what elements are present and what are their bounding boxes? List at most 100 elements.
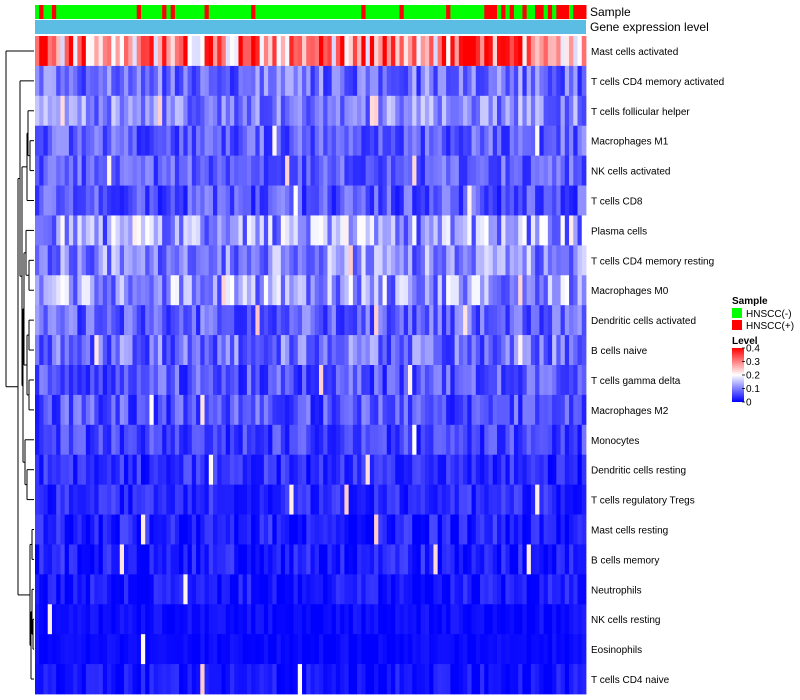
heatmap-cell: [280, 424, 286, 456]
heatmap-cell: [229, 65, 235, 97]
heatmap-cell: [344, 36, 350, 67]
heatmap-cell: [513, 95, 519, 127]
heatmap-cell: [47, 574, 53, 605]
heatmap-cell: [484, 454, 489, 486]
heatmap-cell: [352, 95, 358, 127]
heatmap-cell: [102, 544, 108, 575]
heatmap-cell: [412, 394, 417, 426]
heatmap-cell: [153, 65, 159, 97]
row-label: T cells gamma delta: [591, 376, 681, 387]
heatmap-cell: [255, 484, 261, 515]
heatmap-cell: [374, 185, 379, 216]
heatmap-cell: [221, 484, 227, 515]
heatmap-cell: [280, 634, 286, 665]
heatmap-cell: [94, 544, 99, 575]
heatmap-cell: [454, 365, 460, 396]
row-label: NK cells activated: [591, 167, 670, 178]
heatmap-cell: [467, 484, 472, 515]
row-label: Neutrophils: [591, 585, 642, 596]
heatmap-cell: [331, 604, 337, 635]
heatmap-cell: [382, 125, 388, 157]
heatmap-cell: [213, 604, 218, 635]
heatmap-cell: [361, 305, 366, 336]
heatmap-cell: [399, 604, 405, 635]
heatmap-cell: [323, 275, 328, 306]
heatmap-cell: [496, 424, 502, 456]
heatmap-cell: [183, 634, 188, 665]
heatmap-cell: [501, 65, 506, 97]
sample-annotation-cell: [73, 5, 78, 19]
heatmap-cell: [259, 185, 265, 216]
heatmap-cell: [501, 574, 506, 605]
heatmap-cell: [124, 125, 129, 157]
heatmap-cell: [272, 365, 277, 396]
heatmap-cell: [480, 514, 485, 545]
heatmap-cell: [132, 664, 138, 695]
heatmap-cell: [81, 95, 87, 127]
heatmap-cell: [246, 65, 252, 97]
heatmap-cell: [255, 245, 261, 276]
heatmap-cell: [441, 664, 447, 695]
heatmap-cell: [547, 335, 553, 366]
heatmap-cell: [272, 95, 277, 127]
heatmap-cell: [399, 335, 405, 366]
heatmap-cell: [407, 185, 413, 216]
heatmap-cell: [268, 215, 273, 246]
heatmap-cell: [547, 185, 553, 216]
heatmap-cell: [285, 95, 290, 127]
heatmap-cell: [403, 185, 409, 216]
heatmap-cell: [153, 514, 159, 545]
heatmap-cell: [174, 185, 180, 216]
heatmap-cell: [98, 65, 104, 97]
heatmap-cell: [463, 574, 468, 605]
heatmap-cell: [391, 335, 396, 366]
heatmap-cell: [395, 245, 400, 276]
heatmap-cell: [306, 484, 311, 515]
heatmap-cell: [340, 454, 345, 486]
heatmap-cell: [382, 185, 388, 216]
sample-annotation-cell: [35, 5, 40, 19]
heatmap-cell: [124, 335, 129, 366]
heatmap-cell: [365, 664, 371, 695]
heatmap-cell: [569, 574, 574, 605]
heatmap-cell: [378, 424, 383, 456]
heatmap-cell: [136, 484, 142, 515]
heatmap-cell: [335, 65, 341, 97]
heatmap-cell: [140, 335, 146, 366]
heatmap-cell: [98, 574, 104, 605]
heatmap-cell: [327, 305, 333, 336]
heatmap-cell: [255, 125, 261, 157]
heatmap-cell: [162, 424, 167, 456]
heatmap-cell: [47, 394, 53, 426]
heatmap-cell: [200, 394, 205, 426]
heatmap-cell: [302, 574, 307, 605]
sample-annotation-cell: [191, 5, 197, 19]
heatmap-cell: [128, 394, 133, 426]
heatmap-cell: [90, 544, 95, 575]
heatmap-cell: [522, 454, 528, 486]
heatmap-cell: [467, 394, 472, 426]
heatmap-cell: [475, 95, 481, 127]
row-label: Eosinophils: [591, 645, 642, 656]
heatmap-cell: [484, 95, 489, 127]
sample-annotation-cell: [242, 5, 248, 19]
heatmap-cell: [437, 125, 443, 157]
heatmap-cell: [581, 36, 587, 67]
heatmap-cell: [505, 424, 511, 456]
heatmap-cell: [47, 514, 53, 545]
heatmap-cell: [263, 544, 269, 575]
heatmap-cell: [581, 365, 587, 396]
heatmap-cell: [221, 95, 227, 127]
heatmap-cell: [276, 215, 282, 246]
heatmap-cell: [140, 95, 146, 127]
heatmap-cell: [513, 245, 519, 276]
heatmap-cell: [412, 424, 417, 456]
heatmap-cell: [454, 634, 460, 665]
heatmap-cell: [107, 484, 112, 515]
heatmap-cell: [424, 454, 430, 486]
heatmap-cell: [501, 454, 506, 486]
heatmap-cell: [564, 245, 570, 276]
heatmap-cell: [547, 95, 553, 127]
heatmap-cell: [420, 664, 426, 695]
heatmap-cell: [115, 185, 121, 216]
